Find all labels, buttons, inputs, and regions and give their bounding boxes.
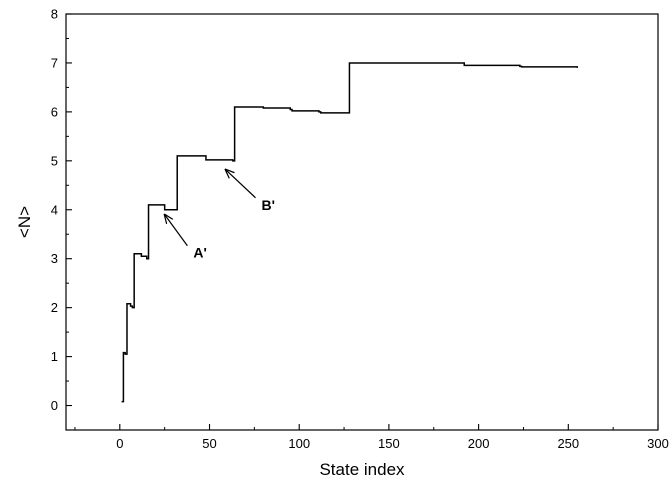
tick-labels: 0 50 100 150 200 250 300 0 1 2 3 4 5 6 7 8 bbox=[51, 7, 669, 452]
x-tick-label: 0 bbox=[116, 436, 123, 451]
series-line-0 bbox=[121, 62, 579, 403]
x-tick-label: 50 bbox=[202, 436, 216, 451]
y-tick-label: 0 bbox=[51, 398, 58, 413]
y-tick-label: 2 bbox=[51, 300, 58, 315]
x-axis-label: State index bbox=[319, 460, 405, 479]
y-axis-label: <N> bbox=[15, 206, 34, 238]
plot-frame bbox=[65, 13, 659, 431]
x-tick-label: 200 bbox=[468, 436, 490, 451]
annotations: A' B' bbox=[165, 170, 275, 261]
x-tick-label: 150 bbox=[378, 436, 400, 451]
y-tick-label: 1 bbox=[51, 349, 58, 364]
x-tick-label: 100 bbox=[288, 436, 310, 451]
annotation-label: B' bbox=[262, 197, 275, 213]
x-tick-label: 300 bbox=[647, 436, 669, 451]
y-tick-label: 5 bbox=[51, 153, 58, 168]
x-tick-label: 250 bbox=[557, 436, 579, 451]
axis-ticks bbox=[66, 13, 659, 431]
annotation-label: A' bbox=[193, 245, 206, 261]
y-tick-label: 3 bbox=[51, 251, 58, 266]
y-tick-label: 4 bbox=[51, 202, 58, 217]
y-tick-label: 8 bbox=[51, 7, 58, 22]
y-tick-label: 7 bbox=[51, 55, 58, 70]
annotation-arrow bbox=[226, 170, 256, 199]
annotation-arrow bbox=[165, 215, 188, 247]
series-layer bbox=[121, 62, 579, 403]
y-tick-label: 6 bbox=[51, 104, 58, 119]
